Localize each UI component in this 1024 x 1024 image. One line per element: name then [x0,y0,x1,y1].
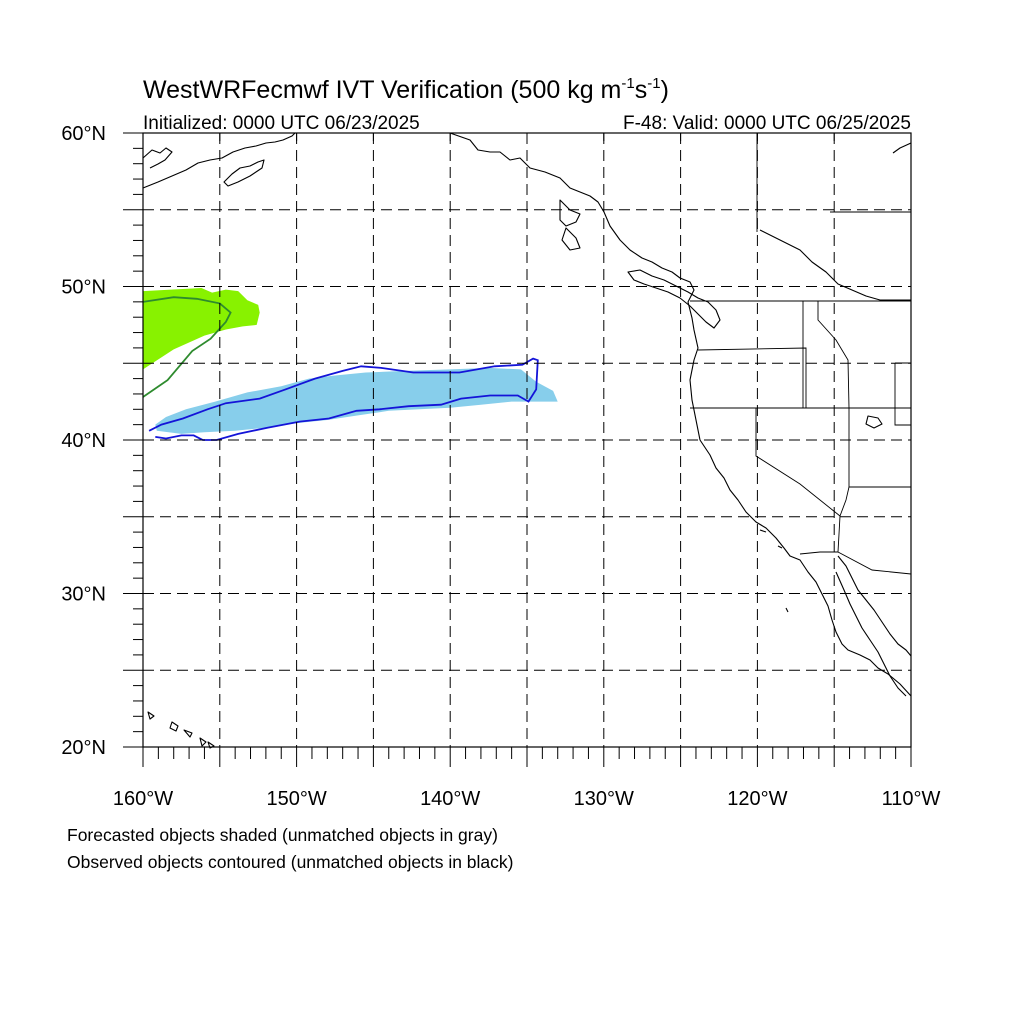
lat-label: 40°N [61,430,106,452]
lon-label: 130°W [574,788,634,810]
coastlines [142,132,912,749]
axis-labels: 60°N 50°N 40°N 30°N 20°N 160°W 150°W 140°W 130°W… [61,123,940,810]
lat-label: 60°N [61,123,106,145]
lat-label: 50°N [61,277,106,299]
footnote-forecast: Forecasted objects shaded (unmatched obj… [67,825,498,845]
axis-ticks [123,132,912,767]
lon-label: 120°W [727,788,787,810]
graticule [143,133,911,747]
observed-object-1 [142,296,232,398]
init-time-label: Initialized: 0000 UTC 06/23/2025 [143,113,420,134]
forecast-object-2 [155,367,558,434]
lat-label: 20°N [61,737,106,759]
footnote-observed: Observed objects contoured (unmatched ob… [67,852,514,872]
forecast-object-1 [143,288,260,370]
forecast-objects-shaded [143,288,558,434]
observed-object-2 [148,357,539,441]
map-title: WestWRFecmwf IVT Verification (500 kg m-… [143,75,669,104]
state-boundaries [690,133,912,575]
observed-objects-contoured [142,296,539,441]
valid-time-label: F-48: Valid: 0000 UTC 06/25/2025 [623,113,911,134]
lat-label: 30°N [61,584,106,606]
lon-label: 150°W [266,788,326,810]
lon-label: 160°W [113,788,173,810]
lon-label: 140°W [420,788,480,810]
lon-label: 110°W [882,788,941,810]
